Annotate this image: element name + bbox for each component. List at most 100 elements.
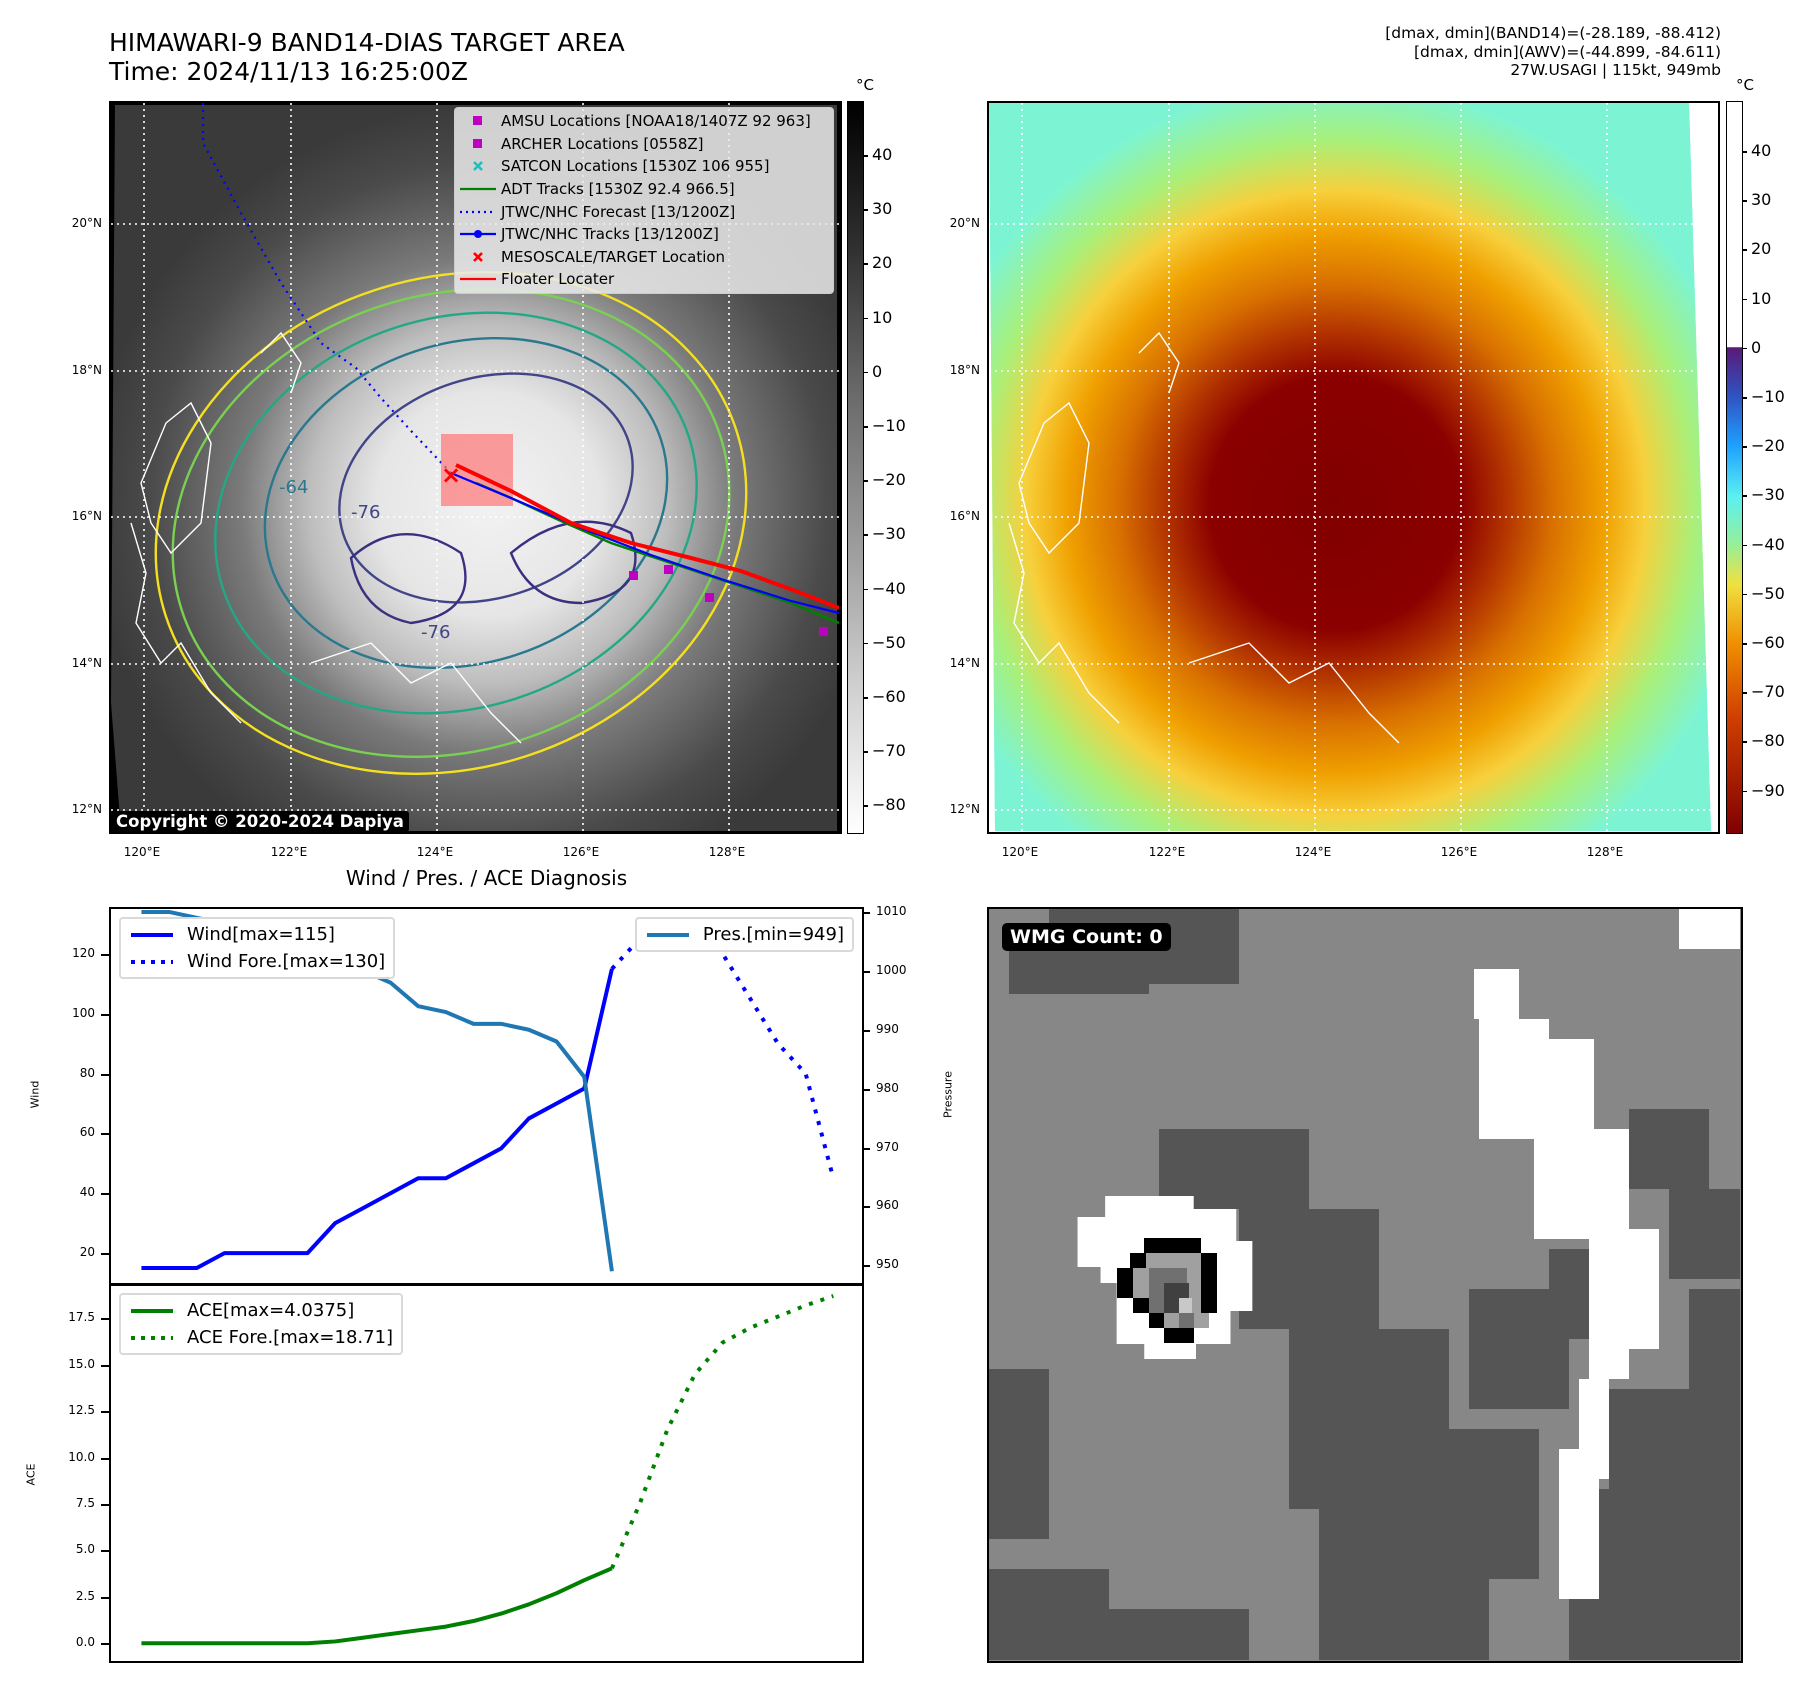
band14-lat-tick: 20°N (71, 216, 102, 230)
colorbar-tick-label: 20 (1751, 239, 1772, 259)
contour-label: -76 (421, 622, 450, 643)
y-tick-mark (101, 1457, 109, 1460)
colorbar-tick-label: −80 (1751, 731, 1785, 751)
y-tick-mark (101, 1253, 109, 1256)
wind-axis-label: Wind (28, 1080, 42, 1109)
legend-label: JTWC/NHC Forecast [13/1200Z] (501, 202, 736, 221)
y2-tick-label: 1010 (876, 903, 907, 918)
colorbar-tick-label: −70 (872, 741, 906, 761)
y2-tick-mark (862, 1206, 870, 1209)
pressure-axis-label: Pressure (941, 1071, 955, 1118)
band14-lon-tick: 124°E (416, 845, 454, 859)
amsu-marker (629, 571, 638, 580)
legend-symbol-dotted-icon (455, 206, 501, 218)
y2-tick-label: 950 (876, 1257, 899, 1272)
chart-legend-label: Pres.[min=949] (702, 924, 844, 945)
legend-label: JTWC/NHC Tracks [13/1200Z] (501, 225, 719, 244)
y2-tick-label: 960 (876, 1198, 899, 1213)
awv-lon-tick: 126°E (1440, 845, 1478, 859)
chart-legend-label: ACE[max=4.0375] (187, 1300, 355, 1321)
colorbar-tick-mark (864, 805, 868, 807)
colorbar-tick-label: −30 (1751, 485, 1785, 505)
legend-symbol-x-icon (455, 251, 501, 263)
y2-tick-mark (862, 1147, 870, 1150)
y-tick-mark (101, 1364, 109, 1367)
colorbar-tick-label: −10 (872, 416, 906, 435)
y-tick-label: 5.0 (75, 1542, 95, 1557)
awv-colorbar-unit: °C (1736, 76, 1754, 94)
y-tick-label: 7.5 (75, 1496, 95, 1511)
y-tick-label: 15.0 (68, 1356, 95, 1371)
ace-axis-label: ACE (24, 1463, 38, 1486)
y2-tick-mark (862, 1029, 870, 1032)
band14-lon-tick: 120°E (123, 845, 161, 859)
y-tick-mark (101, 1193, 109, 1196)
colorbar-tick-mark (864, 426, 868, 428)
colorbar-tick-mark (1743, 347, 1747, 350)
awv-lat-tick: 20°N (949, 216, 980, 230)
y-tick-mark (101, 1643, 109, 1646)
y-tick-label: 40 (79, 1185, 95, 1200)
y-tick-mark (101, 1073, 109, 1076)
band14-lat-tick: 14°N (71, 656, 102, 670)
colorbar-tick-label: −30 (872, 524, 906, 544)
awv-lon-tick: 122°E (1148, 845, 1186, 859)
archer-marker (664, 565, 673, 574)
colorbar-tick-label: 30 (872, 199, 893, 219)
awv-lat-tick: 16°N (949, 509, 980, 523)
series-line-0 (141, 968, 614, 1271)
wmg-eye-pattern (1077, 1196, 1253, 1359)
awv-lat-tick: 18°N (949, 363, 980, 377)
band14-lat-tick: 12°N (71, 802, 102, 816)
diagnosis-title: Wind / Pres. / ACE Diagnosis (345, 866, 628, 890)
info-band14-range: [dmax, dmin](BAND14)=(-28.189, -88.412) (1385, 24, 1721, 42)
colorbar-tick-label: −40 (872, 578, 906, 598)
band14-lon-tick: 128°E (708, 845, 746, 859)
colorbar-tick-label: 40 (872, 145, 893, 164)
awv-imagery (989, 103, 1717, 831)
band14-lat-tick: 18°N (71, 363, 102, 377)
legend-line-solid-icon (127, 1306, 177, 1316)
wmg-panel: WMG Count: 0 (987, 907, 1743, 1663)
legend-line-dotted-icon (127, 957, 177, 967)
colorbar-tick-mark (864, 534, 868, 536)
colorbar-tick-mark (864, 480, 868, 482)
y2-tick-mark (862, 1265, 870, 1268)
floater-locater-track (455, 463, 839, 610)
legend-item: SATCON Locations [1530Z 106 955] (455, 155, 833, 178)
legend-line-solid-icon (643, 930, 693, 940)
colorbar-tick-mark (1743, 298, 1747, 301)
y2-tick-mark (862, 911, 870, 914)
legend-symbol-square-icon (455, 115, 501, 127)
info-storm: 27W.USAGI | 115kt, 949mb (1510, 61, 1721, 79)
band14-map: × -64 -76 -76 AMSU Locations [NOAA18/140… (109, 101, 842, 834)
colorbar-tick-mark (864, 155, 868, 157)
y-tick-label: 60 (79, 1125, 95, 1140)
colorbar-tick-label: 10 (1751, 288, 1772, 308)
colorbar-tick-mark (1743, 741, 1747, 743)
legend-label: ARCHER Locations [0558Z] (501, 134, 704, 153)
band14-colorbar-unit: °C (856, 76, 874, 94)
colorbar-tick-label: 30 (1751, 190, 1772, 210)
legend-label: MESOSCALE/TARGET Location (501, 247, 726, 266)
colorbar-tick-label: 10 (872, 307, 893, 327)
colorbar-tick-mark (864, 371, 868, 374)
y-tick-label: 100 (72, 1005, 95, 1020)
y2-tick-mark (862, 1088, 870, 1091)
colorbar-tick-label: −70 (1751, 682, 1785, 702)
y-tick-label: 2.5 (75, 1588, 95, 1603)
colorbar-tick-mark (864, 751, 868, 753)
copyright-label: Copyright © 2020-2024 Dapiya (111, 811, 409, 832)
chart-legend-item: Wind[max=115] (127, 921, 385, 948)
ace-legend: ACE[max=4.0375] ACE Fore.[max=18.71] (119, 1293, 404, 1355)
band14-gridlines (111, 103, 839, 831)
chart-legend-item: ACE[max=4.0375] (127, 1297, 393, 1324)
colorbar-tick-mark (864, 588, 868, 591)
chart-legend-item: ACE Fore.[max=18.71] (127, 1324, 393, 1351)
contour-label: -64 (279, 477, 308, 498)
legend-line-solid-icon (127, 930, 177, 940)
colorbar-tick-mark (864, 317, 868, 320)
colorbar-tick-mark (1743, 495, 1747, 497)
colorbar-tick-label: −90 (1751, 780, 1785, 800)
colorbar-tick-mark (864, 209, 868, 211)
